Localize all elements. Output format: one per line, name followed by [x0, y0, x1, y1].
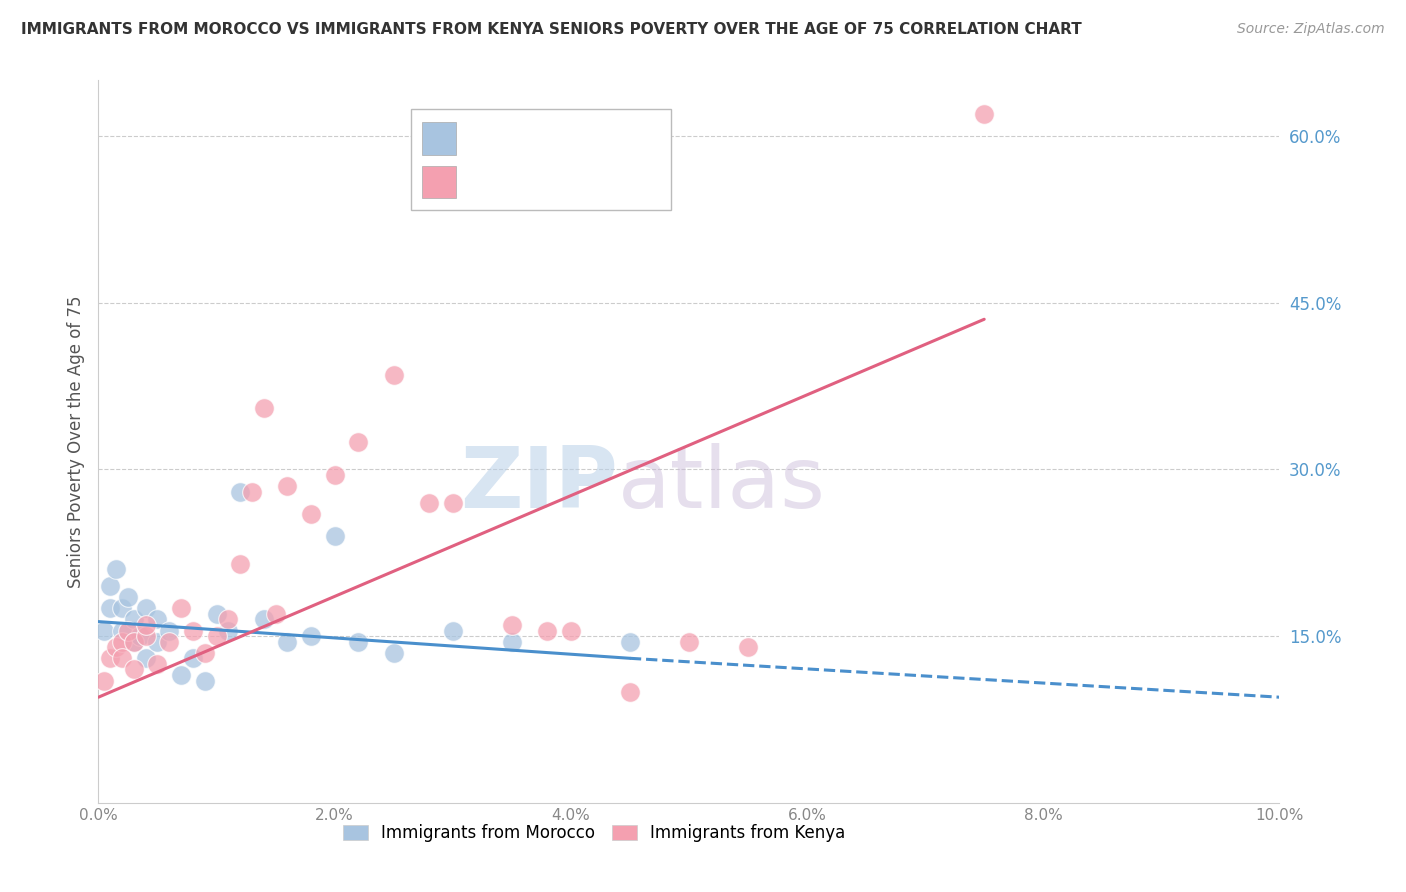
- Point: [93, 624, 115, 638]
- Point: [98, 651, 121, 665]
- Point: [619, 634, 641, 648]
- Point: [122, 662, 145, 676]
- Text: IMMIGRANTS FROM MOROCCO VS IMMIGRANTS FROM KENYA SENIORS POVERTY OVER THE AGE OF: IMMIGRANTS FROM MOROCCO VS IMMIGRANTS FR…: [21, 22, 1081, 37]
- Point: [560, 624, 582, 638]
- Point: [253, 612, 276, 626]
- Point: [181, 651, 204, 665]
- Point: [418, 496, 440, 510]
- Text: ZIP: ZIP: [460, 443, 619, 526]
- Point: [128, 629, 150, 643]
- Point: [111, 651, 134, 665]
- Point: [973, 106, 995, 120]
- Point: [122, 634, 145, 648]
- Point: [217, 624, 239, 638]
- Point: [122, 634, 145, 648]
- Point: [135, 651, 157, 665]
- Point: [157, 624, 180, 638]
- Point: [146, 657, 169, 671]
- Point: [229, 484, 252, 499]
- Point: [135, 618, 157, 632]
- Y-axis label: Seniors Poverty Over the Age of 75: Seniors Poverty Over the Age of 75: [66, 295, 84, 588]
- Point: [299, 507, 322, 521]
- Point: [105, 640, 128, 655]
- Point: [205, 629, 228, 643]
- Point: [122, 612, 145, 626]
- Point: [181, 624, 204, 638]
- Point: [117, 590, 139, 604]
- Point: [111, 634, 134, 648]
- Point: [98, 579, 121, 593]
- Text: atlas: atlas: [619, 443, 827, 526]
- Point: [299, 629, 322, 643]
- Point: [194, 646, 217, 660]
- Point: [194, 673, 217, 688]
- Point: [146, 634, 169, 648]
- Point: [105, 562, 128, 576]
- Point: [170, 601, 193, 615]
- Point: [619, 684, 641, 698]
- Point: [276, 634, 298, 648]
- Point: [205, 607, 228, 621]
- Point: [135, 601, 157, 615]
- Point: [146, 612, 169, 626]
- Point: [441, 624, 464, 638]
- Point: [170, 668, 193, 682]
- Point: [135, 629, 157, 643]
- Point: [229, 557, 252, 571]
- Point: [217, 612, 239, 626]
- Point: [501, 634, 523, 648]
- Point: [98, 601, 121, 615]
- Point: [347, 434, 370, 449]
- Point: [347, 634, 370, 648]
- Point: [117, 624, 139, 638]
- Point: [382, 368, 405, 382]
- Point: [536, 624, 558, 638]
- Point: [678, 634, 700, 648]
- Point: [264, 607, 287, 621]
- Text: Source: ZipAtlas.com: Source: ZipAtlas.com: [1237, 22, 1385, 37]
- Point: [382, 646, 405, 660]
- Point: [93, 673, 115, 688]
- Point: [323, 529, 346, 543]
- Legend: Immigrants from Morocco, Immigrants from Kenya: Immigrants from Morocco, Immigrants from…: [336, 817, 852, 848]
- Point: [111, 624, 134, 638]
- Point: [111, 601, 134, 615]
- Point: [276, 479, 298, 493]
- Point: [501, 618, 523, 632]
- Point: [157, 634, 180, 648]
- Point: [323, 467, 346, 482]
- Point: [240, 484, 263, 499]
- Point: [441, 496, 464, 510]
- Point: [253, 401, 276, 416]
- Point: [737, 640, 759, 655]
